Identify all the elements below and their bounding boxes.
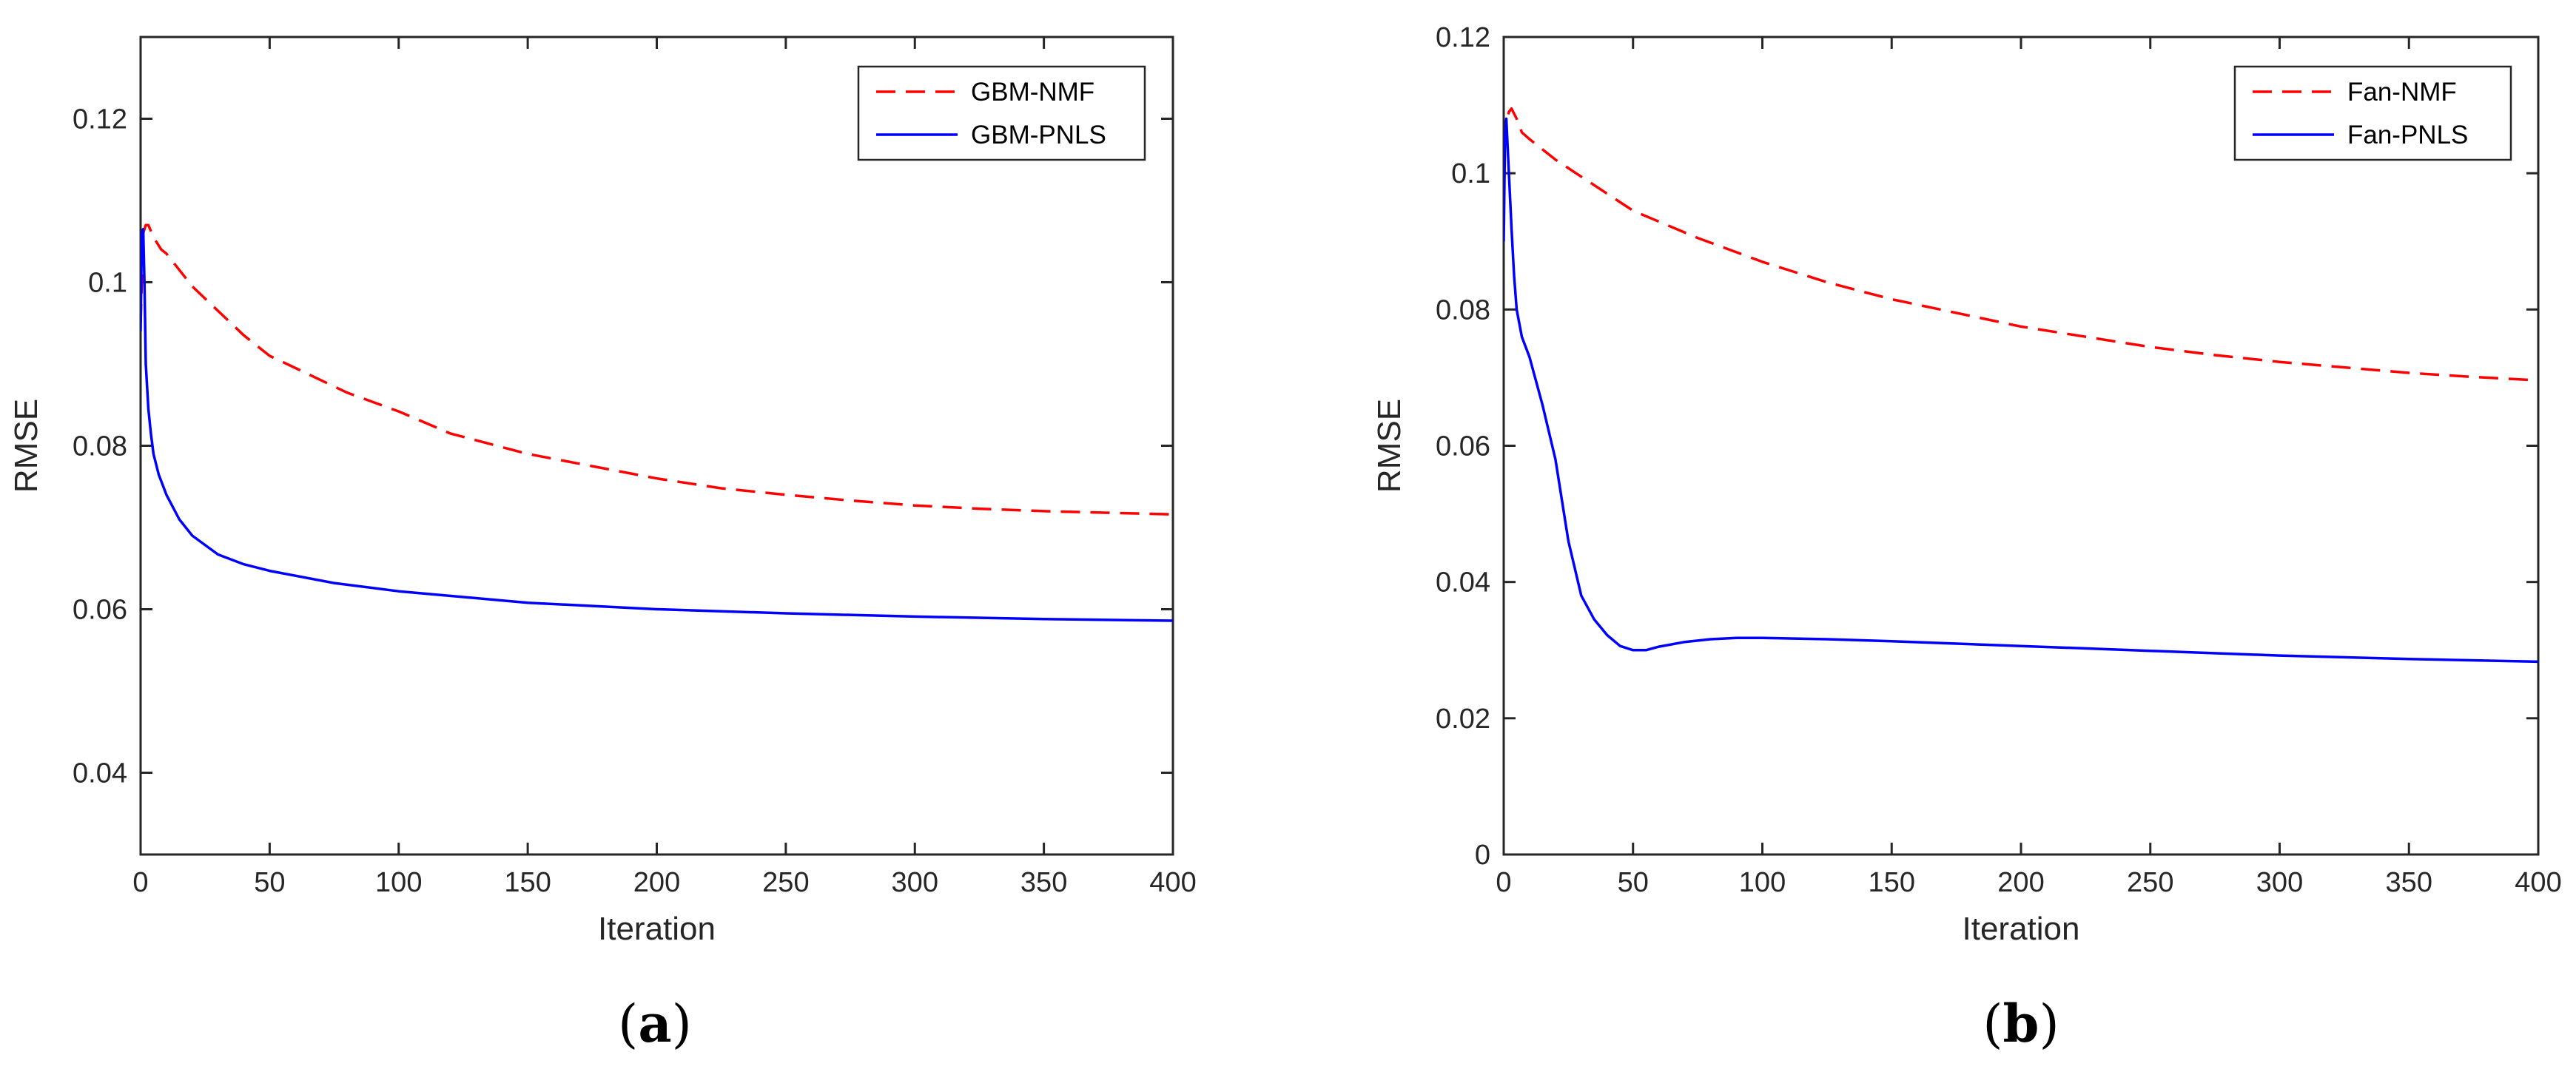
- legend-label-gbm-nmf: GBM-NMF: [971, 78, 1094, 107]
- y-tick-label: 0.06: [1436, 431, 1490, 462]
- x-tick-label: 200: [1997, 867, 2044, 898]
- x-tick-label: 400: [1149, 867, 1196, 898]
- y-tick-label: 0.04: [73, 758, 127, 789]
- x-tick-label: 350: [2386, 867, 2432, 898]
- legend-label-fan-nmf: Fan-NMF: [2347, 78, 2457, 107]
- panel-caption: (a): [618, 993, 692, 1054]
- legend-box: [857, 65, 1146, 161]
- legend: GBM-NMF GBM-PNLS: [857, 65, 1146, 161]
- x-tick-label: 300: [2256, 867, 2303, 898]
- y-tick-label: 0.04: [1436, 567, 1490, 599]
- caption-letter: b: [2003, 993, 2039, 1054]
- y-tick-label: 0.06: [73, 595, 127, 626]
- plot-area: [139, 36, 1174, 856]
- series-line-gbm-pnls: [141, 227, 1173, 622]
- x-tick-label: 400: [2515, 867, 2561, 898]
- y-tick-label: 0.08: [73, 431, 127, 462]
- legend-box: [2233, 65, 2512, 161]
- y-axis-label: RMSE: [8, 399, 44, 493]
- x-tick-label: 250: [762, 867, 809, 898]
- x-tick-label: 50: [254, 867, 285, 898]
- caption-close-paren: ): [672, 994, 692, 1054]
- x-axis-label: Iteration: [598, 911, 716, 947]
- series-line-fan-pnls: [1504, 117, 2538, 664]
- y-tick-label: 0.1: [88, 268, 127, 299]
- x-tick-label: 0: [132, 867, 148, 898]
- x-tick-label: 100: [375, 867, 422, 898]
- x-tick-label: 50: [1618, 867, 1649, 898]
- chart-panel-a: 0 50 100 150 200 250 300 350 400 0.04 0.06 0.08 0.1 0…: [8, 36, 1197, 1054]
- chart-panel-b: 0 50 100 150 200 250 300 350 400 0 0.02 0.04 0.06 0.0…: [1371, 22, 2562, 1054]
- y-axis-label: RMSE: [1371, 399, 1408, 493]
- legend-label-gbm-pnls: GBM-PNLS: [971, 121, 1106, 149]
- x-tick-label: 0: [1496, 867, 1511, 898]
- x-tick-label: 300: [892, 867, 938, 898]
- caption-open-paren: (: [618, 994, 638, 1054]
- x-tick-label: 150: [504, 867, 551, 898]
- plot-area: [1502, 36, 2540, 856]
- series-line-gbm-nmf: [141, 223, 1173, 516]
- y-tick-label: 0.02: [1436, 704, 1490, 735]
- caption-open-paren: (: [1983, 994, 2002, 1054]
- y-tick-label: 0.1: [1451, 158, 1490, 189]
- y-tick-label: 0.08: [1436, 294, 1490, 326]
- legend: Fan-NMF Fan-PNLS: [2233, 65, 2512, 161]
- series-line-fan-nmf: [1504, 107, 2538, 382]
- x-axis-label: Iteration: [1963, 911, 2080, 947]
- caption-letter: a: [638, 993, 671, 1054]
- y-tick-label: 0.12: [73, 104, 127, 135]
- panel-caption: (b): [1983, 993, 2059, 1054]
- x-tick-label: 250: [2127, 867, 2173, 898]
- x-tick-label: 350: [1020, 867, 1067, 898]
- x-tick-label: 150: [1869, 867, 1915, 898]
- x-tick-label: 200: [633, 867, 680, 898]
- y-tick-label: 0.12: [1436, 22, 1490, 53]
- legend-label-fan-pnls: Fan-PNLS: [2347, 121, 2468, 149]
- y-tick-label: 0: [1475, 840, 1490, 871]
- x-tick-label: 100: [1739, 867, 1786, 898]
- caption-close-paren: ): [2039, 994, 2059, 1054]
